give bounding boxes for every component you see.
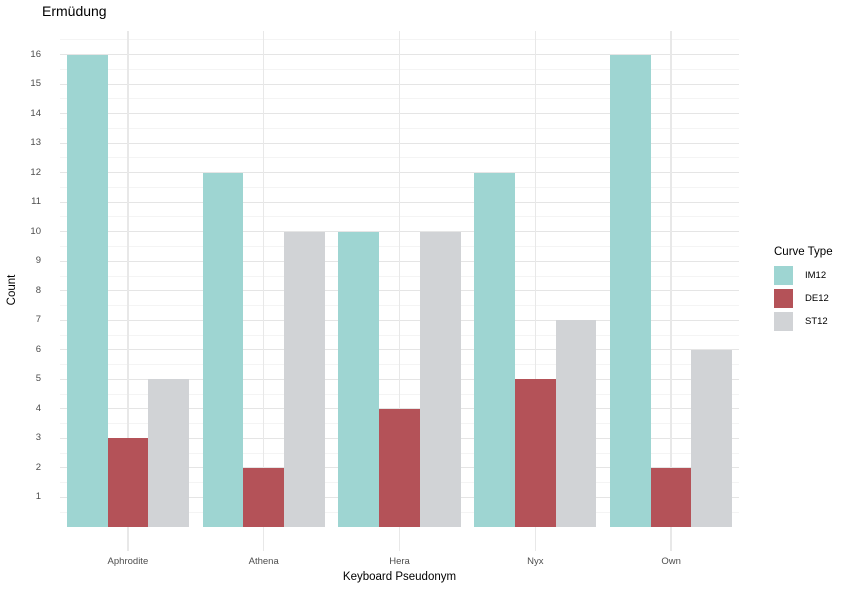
y-tick-15: 15 <box>30 78 41 90</box>
legend-key-de12: DE12 <box>774 289 860 308</box>
y-tick-12: 12 <box>30 166 41 178</box>
x-axis-tick-labels: Aphrodite Athena Hera Nyx Own <box>60 556 739 570</box>
bar-de12-aphrodite <box>107 438 149 527</box>
bar-de12-athena <box>243 467 285 527</box>
y-axis-tick-labels: 1 2 3 4 5 6 7 8 9 10 11 12 13 14 15 16 <box>0 31 41 551</box>
bar-im12-aphrodite <box>66 54 108 527</box>
legend-title: Curve Type <box>774 246 833 258</box>
bar-de12-nyx <box>514 379 556 527</box>
bar-st12-hera <box>419 231 461 527</box>
legend-label-im12: IM12 <box>805 270 827 281</box>
gridline-x-hera <box>398 31 401 551</box>
bar-de12-own <box>650 467 692 527</box>
legend-swatch-im12 <box>774 266 793 285</box>
bar-st12-nyx <box>555 320 597 527</box>
legend-label-st12: ST12 <box>805 316 828 327</box>
x-tick-athena: Athena <box>248 556 279 567</box>
y-tick-5: 5 <box>35 373 41 385</box>
y-tick-9: 9 <box>35 255 41 267</box>
x-tick-hera: Hera <box>389 556 410 567</box>
y-tick-13: 13 <box>30 137 41 149</box>
y-tick-16: 16 <box>30 48 41 60</box>
plot-panel <box>60 31 739 551</box>
legend: Curve Type IM12 DE12 ST12 <box>774 245 860 335</box>
bar-im12-nyx <box>474 172 515 527</box>
y-tick-4: 4 <box>35 402 41 414</box>
x-axis-title: Keyboard Pseudonym <box>342 571 457 583</box>
bar-de12-hera <box>379 408 420 527</box>
gridline-x-nyx <box>534 31 536 551</box>
y-tick-11: 11 <box>31 196 41 208</box>
y-tick-7: 7 <box>35 314 41 326</box>
bar-st12-aphrodite <box>148 379 189 527</box>
legend-label-de12: DE12 <box>805 293 829 304</box>
y-tick-14: 14 <box>30 107 41 119</box>
bar-im12-athena <box>202 172 244 527</box>
y-tick-3: 3 <box>35 432 41 444</box>
bar-im12-hera <box>338 231 380 527</box>
gridline-x-athena <box>263 31 265 551</box>
y-tick-1: 1 <box>35 491 41 503</box>
y-tick-8: 8 <box>35 284 41 296</box>
y-tick-10: 10 <box>30 225 41 237</box>
legend-swatch-st12 <box>774 312 793 331</box>
legend-swatch-de12 <box>774 289 793 308</box>
y-tick-2: 2 <box>35 461 41 473</box>
bar-st12-athena <box>284 231 325 527</box>
x-tick-nyx: Nyx <box>527 556 544 567</box>
gridline-x-own <box>670 31 672 551</box>
bar-im12-own <box>609 54 651 527</box>
gridline-x-aphrodite <box>127 31 129 551</box>
legend-keys: IM12 DE12 ST12 <box>774 266 860 331</box>
legend-key-st12: ST12 <box>774 312 860 331</box>
bar-st12-own <box>691 349 733 527</box>
legend-key-im12: IM12 <box>774 266 860 285</box>
x-tick-own: Own <box>661 556 681 567</box>
plot-title: Ermüdung <box>42 3 107 19</box>
x-tick-aphrodite: Aphrodite <box>107 556 149 567</box>
y-tick-6: 6 <box>35 343 41 355</box>
